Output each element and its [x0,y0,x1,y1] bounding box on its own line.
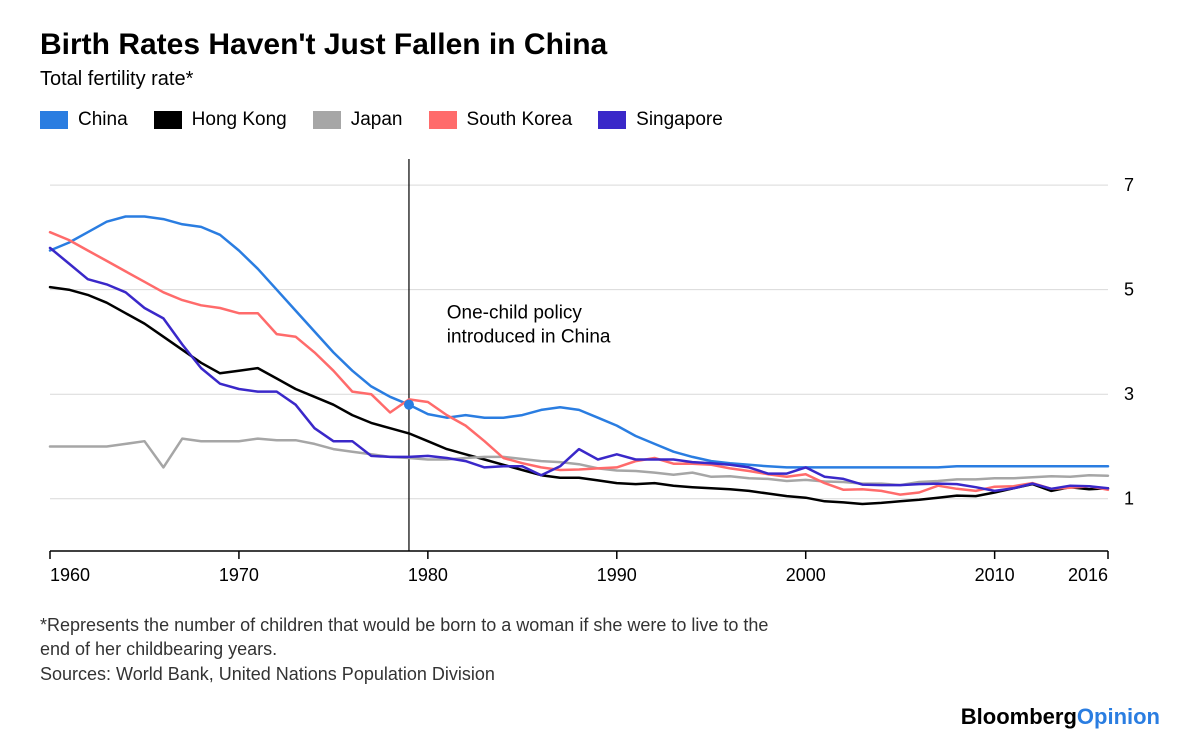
footnote-line: *Represents the number of children that … [40,613,1160,637]
chart-card: Birth Rates Haven't Just Fallen in China… [0,0,1200,754]
svg-text:5: 5 [1124,280,1134,300]
legend-swatch [429,111,457,129]
svg-text:2000: 2000 [786,565,826,585]
annotation-text: One-child policy [447,302,583,323]
svg-text:1: 1 [1124,489,1134,509]
legend-swatch [598,111,626,129]
chart-plot-area: 1 3 5 7 One-child policy introduced in China 1… [40,139,1160,599]
brand-sub: Opinion [1077,704,1160,729]
legend-label: Hong Kong [192,109,287,131]
annotation-marker [404,400,414,410]
svg-text:2010: 2010 [975,565,1015,585]
legend-swatch [40,111,68,129]
footnote-line: end of her childbearing years. [40,637,1160,661]
legend-label: Singapore [636,109,723,131]
svg-text:3: 3 [1124,384,1134,404]
chart-title: Birth Rates Haven't Just Fallen in China [40,28,1160,62]
svg-text:1990: 1990 [597,565,637,585]
series-south-korea [50,232,1108,494]
series-singapore [50,248,1108,491]
chart-subtitle: Total fertility rate* [40,68,1160,91]
svg-text:1960: 1960 [50,565,90,585]
chart-footer: *Represents the number of children that … [40,613,1160,686]
brand-logo: BloombergOpinion [961,704,1160,730]
legend-item-hongkong: Hong Kong [154,109,287,131]
svg-text:1980: 1980 [408,565,448,585]
svg-text:1970: 1970 [219,565,259,585]
legend: China Hong Kong Japan South Korea Singap… [40,109,1160,131]
brand-main: Bloomberg [961,704,1077,729]
svg-text:7: 7 [1124,175,1134,195]
legend-item-china: China [40,109,128,131]
annotation-text: introduced in China [447,326,611,347]
legend-item-japan: Japan [313,109,403,131]
legend-item-singapore: Singapore [598,109,723,131]
legend-item-southkorea: South Korea [429,109,573,131]
legend-label: South Korea [467,109,573,131]
legend-label: Japan [351,109,403,131]
legend-swatch [313,111,341,129]
sources-line: Sources: World Bank, United Nations Popu… [40,662,1160,686]
svg-text:2016: 2016 [1068,565,1108,585]
legend-label: China [78,109,128,131]
line-chart-svg: 1 3 5 7 One-child policy introduced in China 1… [40,139,1160,599]
legend-swatch [154,111,182,129]
